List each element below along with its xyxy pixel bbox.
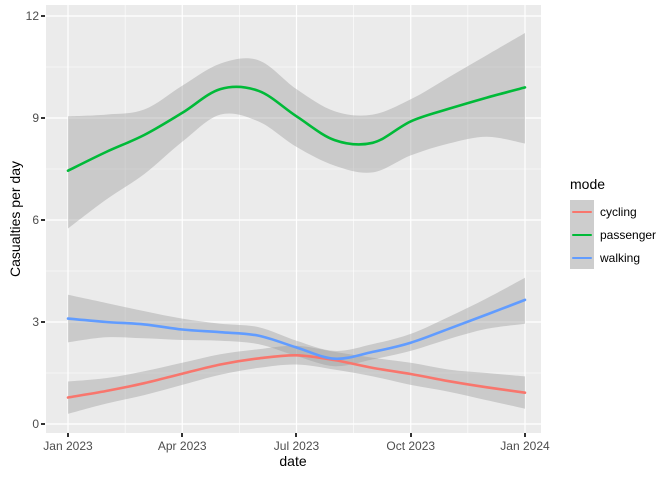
legend-key — [570, 246, 594, 269]
legend-key — [570, 200, 594, 223]
y-tick-label: 6 — [32, 213, 39, 227]
y-tick-mark — [41, 15, 45, 17]
legend-label: walking — [600, 250, 641, 265]
legend-key-line — [572, 233, 592, 237]
x-tick-label: Jan 2024 — [500, 439, 550, 453]
legend-item-walking: walking — [570, 246, 656, 269]
y-tick-label: 9 — [32, 111, 39, 125]
y-tick-mark — [41, 423, 45, 425]
ribbon-passenger — [68, 33, 525, 229]
x-tick-mark — [181, 433, 184, 437]
x-tick-label: Apr 2023 — [157, 439, 207, 453]
y-tick-mark — [41, 117, 45, 119]
line-passenger — [66, 85, 527, 172]
legend-key — [570, 223, 594, 246]
legend-title: mode — [570, 176, 606, 192]
x-tick-mark — [67, 433, 69, 437]
y-tick-mark — [41, 321, 45, 323]
y-tick-label: 3 — [32, 315, 39, 329]
legend-label: cycling — [600, 204, 637, 219]
line-walking — [66, 298, 527, 361]
x-tick-mark — [295, 433, 298, 437]
legend-key-line — [572, 210, 592, 214]
panel-canvas — [46, 5, 541, 433]
x-axis-title: date — [279, 453, 307, 469]
legend-item-passenger: passenger — [570, 223, 656, 246]
y-tick-label: 0 — [32, 417, 39, 431]
x-tick-mark — [523, 433, 526, 437]
ribbon-walking — [68, 277, 525, 367]
x-tick-label: Oct 2023 — [386, 439, 436, 453]
legend-items: cycling passenger walking — [570, 200, 656, 269]
legend-key-line — [572, 256, 592, 260]
legend-label: passenger — [600, 227, 657, 242]
x-tick-label: Jul 2023 — [273, 439, 320, 453]
y-tick-label: 12 — [25, 9, 39, 23]
x-tick-label: Jan 2023 — [43, 439, 93, 453]
legend-item-cycling: cycling — [570, 200, 656, 223]
y-tick-mark — [41, 219, 45, 221]
legend: mode cycling passenger walking — [570, 176, 656, 269]
line-cycling — [66, 353, 527, 399]
plot-panel — [46, 5, 541, 433]
x-tick-mark — [409, 433, 412, 437]
